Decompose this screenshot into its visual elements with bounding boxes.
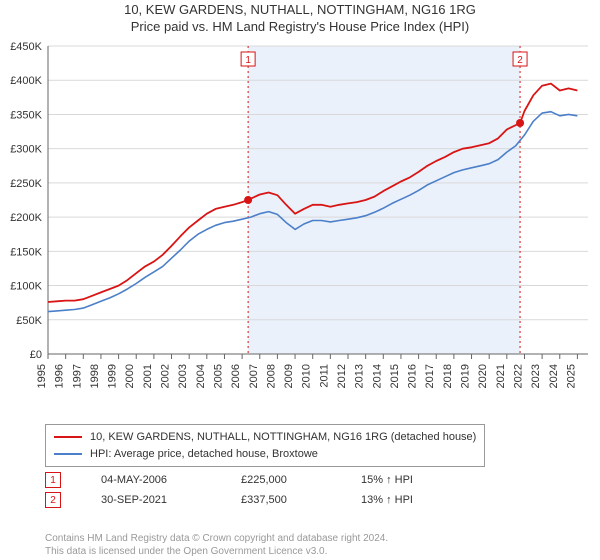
chart-svg: £0 £50K £100K £150K £200K £250K £300K £350K £400… [0,40,600,416]
sale-delta-1: 15% ↑ HPI [361,474,413,486]
svg-text:1996: 1996 [54,364,66,388]
svg-text:2008: 2008 [265,364,277,388]
svg-text:£0: £0 [30,349,42,361]
svg-text:2010: 2010 [301,364,313,388]
svg-text:1999: 1999 [107,364,119,388]
sale-marker-1-num: 1 [50,475,56,486]
svg-text:1997: 1997 [71,364,83,388]
svg-text:2021: 2021 [495,364,507,388]
svg-text:£300K: £300K [10,144,42,156]
svg-text:2007: 2007 [248,364,260,388]
svg-text:2005: 2005 [212,364,224,388]
svg-text:2014: 2014 [371,364,383,388]
legend-row-1: 10, KEW GARDENS, NUTHALL, NOTTINGHAM, NG… [54,429,476,446]
chart-area: £0 £50K £100K £150K £200K £250K £300K £350K £400… [0,40,600,416]
svg-text:2012: 2012 [336,364,348,388]
svg-text:2015: 2015 [389,364,401,388]
sale-row-1: 1 04-MAY-2006 £225,000 15% ↑ HPI [45,470,413,490]
sale-price-2: £337,500 [241,494,321,506]
sale-row-2: 2 30-SEP-2021 £337,500 13% ↑ HPI [45,490,413,510]
svg-text:2001: 2001 [142,364,154,388]
sale-marker-2: 2 [45,492,61,508]
legend-row-2: HPI: Average price, detached house, Brox… [54,446,476,463]
chart-title-line2: Price paid vs. HM Land Registry's House … [0,19,600,36]
svg-text:2009: 2009 [283,364,295,388]
footer-line1: Contains HM Land Registry data © Crown c… [45,532,388,545]
svg-text:£350K: £350K [10,109,42,121]
svg-text:2019: 2019 [460,364,472,388]
svg-text:£150K: £150K [10,246,42,258]
svg-text:£400K: £400K [10,75,42,87]
chart-title-block: 10, KEW GARDENS, NUTHALL, NOTTINGHAM, NG… [0,0,600,36]
svg-text:2022: 2022 [512,364,524,388]
sales-table: 1 04-MAY-2006 £225,000 15% ↑ HPI 2 30-SE… [45,470,413,510]
svg-text:2: 2 [517,55,523,66]
svg-text:1995: 1995 [36,364,48,388]
footer: Contains HM Land Registry data © Crown c… [45,532,388,558]
svg-text:2025: 2025 [565,364,577,388]
svg-text:2016: 2016 [407,364,419,388]
chart-title-line1: 10, KEW GARDENS, NUTHALL, NOTTINGHAM, NG… [0,2,600,19]
svg-text:2004: 2004 [195,364,207,388]
svg-text:2006: 2006 [230,364,242,388]
sale-date-1: 04-MAY-2006 [101,474,201,486]
svg-text:2017: 2017 [424,364,436,388]
svg-text:2024: 2024 [548,364,560,388]
svg-text:£250K: £250K [10,178,42,190]
svg-text:2011: 2011 [318,364,330,388]
svg-text:1: 1 [245,55,251,66]
legend-swatch-1 [54,436,82,438]
svg-text:2020: 2020 [477,364,489,388]
svg-text:2013: 2013 [354,364,366,388]
svg-text:2003: 2003 [177,364,189,388]
sale-price-1: £225,000 [241,474,321,486]
svg-text:2023: 2023 [530,364,542,388]
svg-text:£50K: £50K [16,315,42,327]
svg-text:2000: 2000 [124,364,136,388]
svg-text:£450K: £450K [10,41,42,53]
sale-marker-2-num: 2 [50,495,56,506]
svg-text:£100K: £100K [10,281,42,293]
legend-label-2: HPI: Average price, detached house, Brox… [90,446,318,463]
svg-text:2002: 2002 [160,364,172,388]
svg-text:1998: 1998 [89,364,101,388]
sale-marker-1: 1 [45,472,61,488]
svg-text:£200K: £200K [10,212,42,224]
footer-line2: This data is licensed under the Open Gov… [45,545,388,558]
svg-text:2018: 2018 [442,364,454,388]
sale-delta-2: 13% ↑ HPI [361,494,413,506]
legend-swatch-2 [54,453,82,455]
legend: 10, KEW GARDENS, NUTHALL, NOTTINGHAM, NG… [45,424,485,467]
legend-label-1: 10, KEW GARDENS, NUTHALL, NOTTINGHAM, NG… [90,429,476,446]
sale-date-2: 30-SEP-2021 [101,494,201,506]
